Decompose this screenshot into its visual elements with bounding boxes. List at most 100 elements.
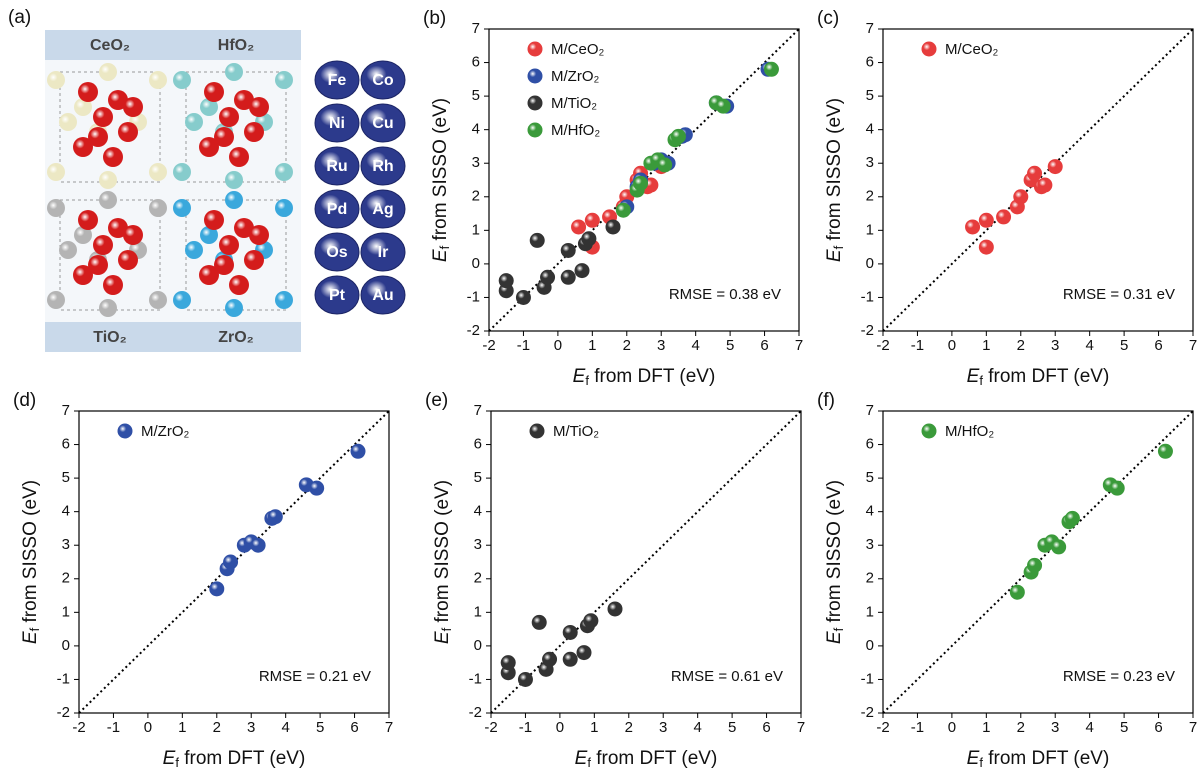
point <box>965 219 981 235</box>
oxygen-atom <box>234 218 254 238</box>
metal-atom <box>275 291 293 309</box>
point <box>1027 557 1043 573</box>
x-tick-label: 2 <box>213 719 221 736</box>
header-bar <box>45 322 301 352</box>
panel-label: (d) <box>13 390 36 411</box>
y-tick-label: 1 <box>62 603 70 620</box>
oxygen-atom <box>229 275 249 295</box>
x-tick-label: 3 <box>1051 719 1059 736</box>
structure-name: TiO₂ <box>93 329 126 346</box>
legend-marker <box>921 423 937 439</box>
y-tick-label: 6 <box>474 436 482 453</box>
annotation: RMSE = 0.31 eV <box>1063 286 1175 303</box>
reference-line <box>490 410 802 714</box>
point <box>515 289 531 305</box>
metal-atom <box>59 241 77 259</box>
oxygen-atom <box>204 82 224 102</box>
x-tick-label: -2 <box>72 719 85 736</box>
axis-title: Ef from DFT (eV) <box>967 366 1110 388</box>
x-tick-label: -1 <box>911 337 924 354</box>
metal-label: Fe <box>328 72 347 89</box>
point <box>657 157 673 173</box>
x-tick-label: 7 <box>795 337 803 354</box>
metal-label: Ni <box>329 115 345 132</box>
axis-title: Ef from DFT (eV) <box>163 748 306 770</box>
point <box>267 509 283 525</box>
oxygen-atom <box>199 137 219 157</box>
annotation: RMSE = 0.21 eV <box>259 668 371 685</box>
x-tick-label: 1 <box>982 719 990 736</box>
y-tick-label: 6 <box>866 436 874 453</box>
point <box>560 269 576 285</box>
metal-atom <box>47 163 65 181</box>
x-tick-label: 4 <box>691 337 699 354</box>
axis-title: Ef from SISSO (eV) <box>824 98 846 262</box>
header-bar <box>45 30 301 60</box>
point <box>581 231 597 247</box>
legend-marker <box>529 423 545 439</box>
metal-atom <box>200 98 218 116</box>
point <box>584 212 600 228</box>
x-tick-label: 1 <box>178 719 186 736</box>
x-tick-label: 6 <box>760 337 768 354</box>
y-tick-label: 7 <box>866 402 874 419</box>
metal-atom <box>99 63 117 81</box>
x-tick-label: 1 <box>590 719 598 736</box>
metal-atom <box>185 241 203 259</box>
x-tick-label: 6 <box>1154 719 1162 736</box>
metal-atom <box>173 163 191 181</box>
point <box>576 645 592 661</box>
metal-label: Co <box>372 72 394 89</box>
point <box>250 537 266 553</box>
y-tick-label: 4 <box>866 503 874 520</box>
y-tick-label: 0 <box>62 637 70 654</box>
oxygen-atom <box>108 218 128 238</box>
point <box>560 242 576 258</box>
plot-frame <box>488 28 800 332</box>
point <box>350 443 366 459</box>
oxygen-atom <box>123 225 143 245</box>
metal-atom <box>47 291 65 309</box>
metal-label: Ir <box>378 244 389 261</box>
point <box>1009 584 1025 600</box>
metal-button <box>314 189 360 229</box>
x-tick-label: 2 <box>623 337 631 354</box>
point <box>540 269 556 285</box>
oxygen-atom <box>88 255 108 275</box>
metal-button <box>314 232 360 272</box>
metal-button <box>314 275 360 315</box>
point <box>978 239 994 255</box>
point <box>309 480 325 496</box>
metal-atom <box>47 71 65 89</box>
metal-label: Ag <box>372 201 393 218</box>
x-tick-label: 5 <box>316 719 324 736</box>
oxygen-atom <box>108 90 128 110</box>
y-tick-label: 5 <box>472 87 480 104</box>
x-tick-label: 0 <box>948 337 956 354</box>
panel-label: (b) <box>423 8 446 29</box>
metal-button <box>314 146 360 186</box>
y-tick-label: 1 <box>866 221 874 238</box>
metal-atom <box>225 171 243 189</box>
y-tick-label: 4 <box>62 503 70 520</box>
oxygen-atom <box>244 250 264 270</box>
x-tick-label: 0 <box>144 719 152 736</box>
y-tick-label: 1 <box>472 221 480 238</box>
y-tick-label: 4 <box>474 503 482 520</box>
x-tick-label: 0 <box>948 719 956 736</box>
y-tick-label: 2 <box>62 570 70 587</box>
oxygen-atom <box>214 255 234 275</box>
plot-frame <box>490 410 802 714</box>
axis-title: Ef from SISSO (eV) <box>432 480 454 644</box>
metal-label: Pd <box>327 201 347 218</box>
point <box>562 624 578 640</box>
panel-label: (a) <box>8 7 31 28</box>
x-tick-label: 6 <box>762 719 770 736</box>
metal-label: Ru <box>326 158 347 175</box>
x-tick-label: 0 <box>554 337 562 354</box>
x-tick-label: 7 <box>385 719 393 736</box>
metal-atom <box>225 63 243 81</box>
metal-button <box>360 275 406 315</box>
metal-atom <box>99 171 117 189</box>
x-tick-label: 3 <box>1051 337 1059 354</box>
